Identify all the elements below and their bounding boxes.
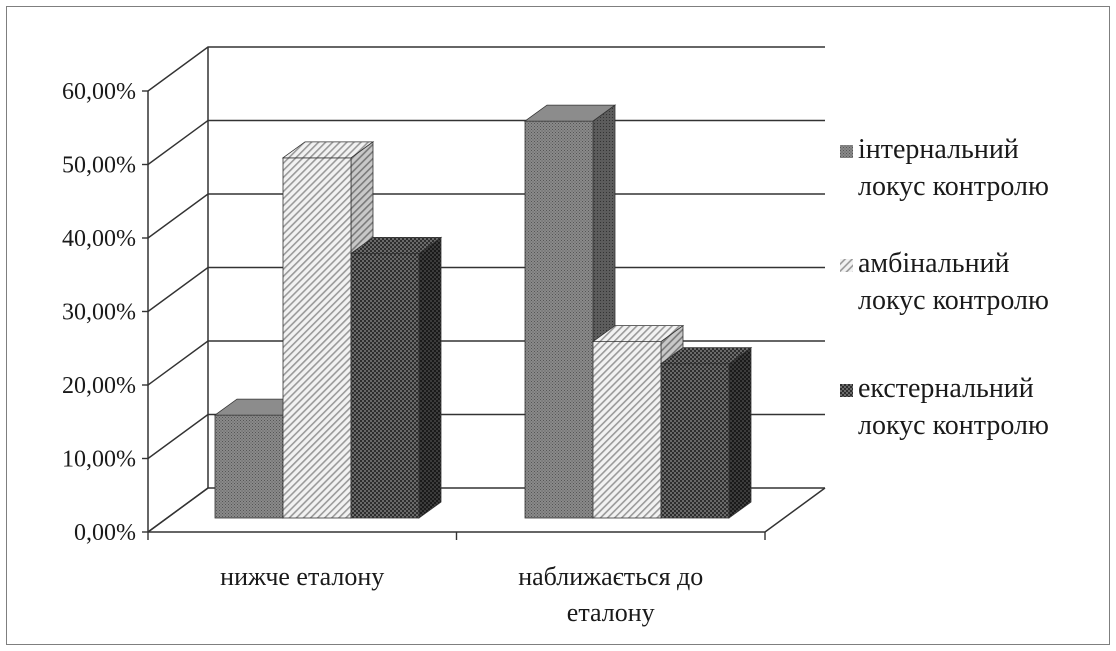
y-tick-label: 40,00% [62, 226, 136, 252]
x-category-label: нижче еталону [220, 562, 384, 591]
bar [659, 346, 753, 519]
x-axis-categories: нижче еталону наближається до еталону [220, 562, 703, 627]
bar [523, 104, 617, 519]
legend-label: екстернальний [858, 373, 1034, 404]
legend-label: локус контролю [858, 410, 1049, 441]
y-tick-label: 50,00% [62, 153, 136, 179]
legend-swatch [840, 384, 853, 397]
bar-front [524, 120, 594, 519]
gridline [147, 119, 825, 166]
bar-top [281, 141, 375, 159]
bar-front [660, 363, 730, 519]
legend-label: амбінальний [858, 248, 1010, 279]
bars [213, 104, 753, 519]
legend-label: локус контролю [858, 285, 1049, 316]
bar-front [214, 414, 284, 519]
legend-swatch [840, 259, 853, 272]
bar-front [350, 252, 420, 519]
y-tick-label: 20,00% [62, 373, 136, 399]
x-category-label: наближається до [518, 562, 703, 591]
legend: інтернальний локус контролю амбінальний лок… [840, 134, 1049, 441]
y-tick-label: 60,00% [62, 79, 136, 105]
bar-top [659, 347, 753, 365]
gridline [147, 46, 825, 92]
bar-front [282, 157, 352, 519]
bar-top [349, 236, 443, 254]
bar-side [728, 346, 752, 519]
bar-side [418, 236, 442, 519]
x-category-label: еталону [567, 598, 655, 627]
gridline [147, 193, 825, 239]
legend-swatch [840, 145, 853, 158]
bar-front [592, 341, 662, 519]
bar-top [523, 104, 617, 122]
y-tick-label: 10,00% [62, 447, 136, 473]
legend-label: локус контролю [858, 171, 1049, 202]
bar-top [591, 325, 685, 343]
y-axis-ticks: 0,00% 10,00% 20,00% 30,00% 40,00% 50,00% 60,00… [62, 79, 136, 546]
y-tick-label: 30,00% [62, 300, 136, 326]
gridline [147, 266, 825, 313]
y-tick-label: 0,00% [74, 520, 136, 546]
bar [349, 236, 443, 519]
legend-label: інтернальний [858, 134, 1019, 165]
